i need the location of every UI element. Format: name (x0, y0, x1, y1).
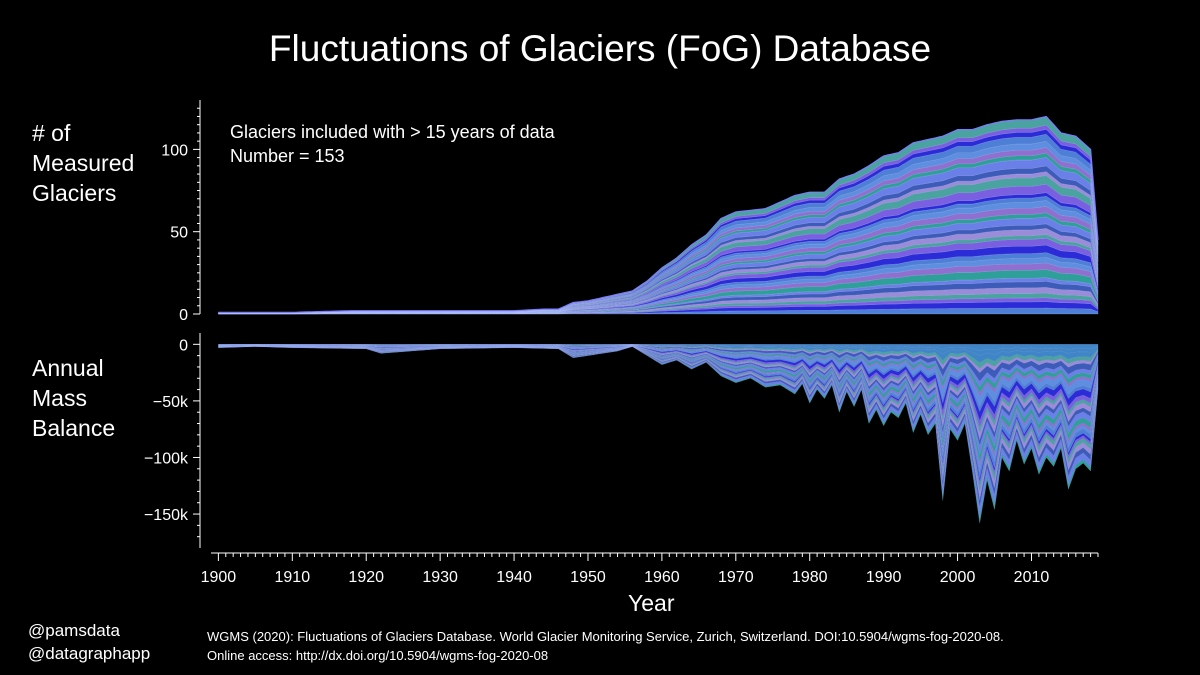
bottom-y-axis-label: Annual Mass Balance (32, 355, 116, 441)
top-y-tick-label: 50 (170, 225, 188, 242)
bottom-y-tick-label: −150k (144, 507, 189, 524)
x-tick-label: 2000 (940, 569, 976, 586)
x-tick-label: 1950 (570, 569, 606, 586)
top-y-tick-label: 0 (179, 307, 188, 324)
x-tick-label: 1920 (348, 569, 384, 586)
x-tick-label: 1930 (422, 569, 458, 586)
x-tick-label: 1900 (201, 569, 237, 586)
x-tick-label: 1960 (644, 569, 680, 586)
annotation-text: Glaciers included with > 15 years of dat… (230, 122, 556, 142)
x-tick-label: 1910 (275, 569, 311, 586)
chart-title: Fluctuations of Glaciers (FoG) Database (268, 28, 932, 69)
top-area-outline (218, 115, 1099, 313)
top-y-tick-label: 100 (161, 142, 188, 159)
bottom-y-tick-label: −50k (153, 394, 189, 411)
x-axis-label: Year (628, 590, 675, 616)
x-tick-label: 2010 (1014, 569, 1050, 586)
x-tick-label: 1990 (866, 569, 902, 586)
x-tick-label: 1970 (718, 569, 754, 586)
bottom-area-band (218, 346, 1099, 524)
annotation-text: Number = 153 (230, 146, 345, 166)
data-source-citation: WGMS (2020): Fluctuations of Glaciers Da… (207, 629, 1004, 663)
bottom-y-tick-label: −100k (144, 450, 189, 467)
top-y-axis-label: # of Measured Glaciers (32, 120, 135, 206)
x-tick-label: 1940 (496, 569, 532, 586)
x-tick-label: 1980 (792, 569, 828, 586)
bottom-y-tick-label: 0 (179, 337, 188, 354)
author-credits: @pamsdata @datagraphapp (28, 621, 151, 663)
